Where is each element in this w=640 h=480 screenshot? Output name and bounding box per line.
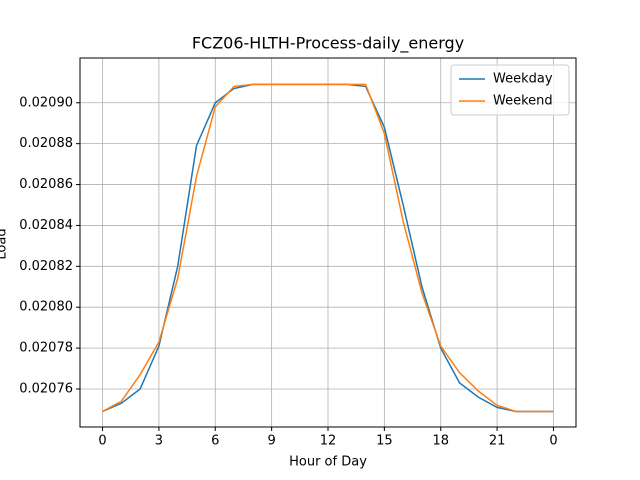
y-tick-label: 0.02080 (19, 300, 73, 315)
y-tick-label: 0.02086 (19, 177, 73, 192)
y-tick-label: 0.02090 (19, 95, 73, 110)
x-tick-label: 18 (432, 434, 449, 449)
x-tick-label: 0 (549, 434, 557, 449)
x-tick-label: 15 (376, 434, 393, 449)
y-tick-label: 0.02084 (19, 218, 73, 233)
chart-title: FCZ06-HLTH-Process-daily_energy (192, 34, 464, 54)
x-tick-label: 3 (155, 434, 163, 449)
y-tick-label: 0.02078 (19, 341, 73, 356)
x-tick-label: 12 (320, 434, 337, 449)
legend-label: Weekend (493, 94, 553, 109)
y-tick-label: 0.02076 (19, 381, 73, 396)
y-tick-label: 0.02088 (19, 136, 73, 151)
y-tick-label: 0.02082 (19, 259, 73, 274)
x-tick-label: 9 (267, 434, 275, 449)
line-series (102, 83, 554, 413)
x-tick-label: 0 (98, 434, 106, 449)
y-axis-label: Load (0, 228, 10, 259)
x-tick-label: 21 (489, 434, 506, 449)
plot-frame (79, 57, 577, 428)
legend-box (450, 64, 570, 116)
legend-label: Weekday (493, 72, 553, 87)
x-axis-label: Hour of Day (289, 455, 367, 470)
x-tick-label: 6 (211, 434, 219, 449)
